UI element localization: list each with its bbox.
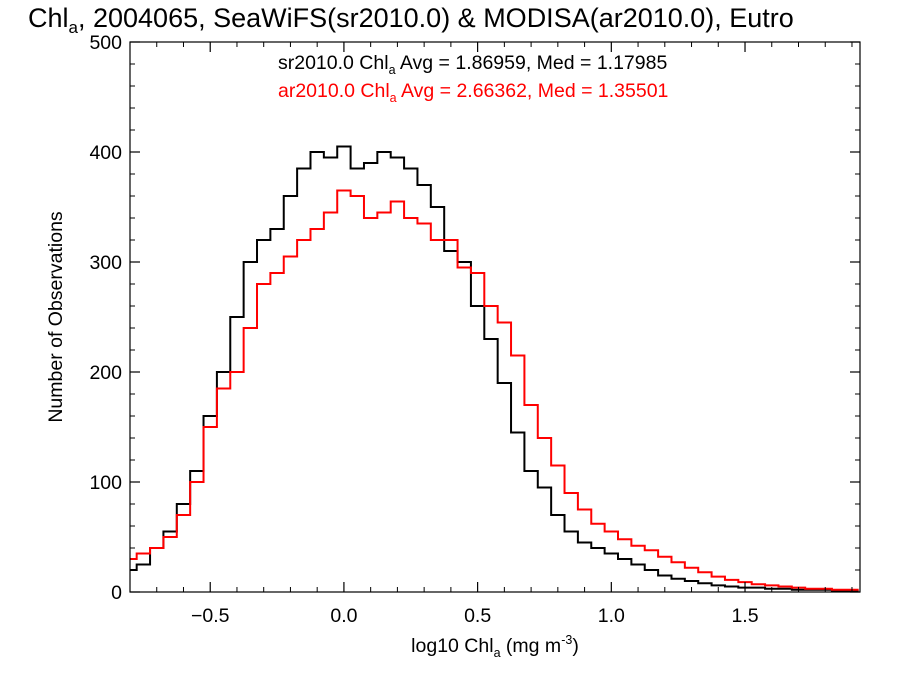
x-tick-label: 0.0 <box>330 605 357 627</box>
x-tick-label: 1.0 <box>598 605 625 627</box>
tick-labels-layer: −0.5 0.0 0.5 1.0 1.5 0 100 200 300 400 500 <box>89 32 758 627</box>
series-line-0 <box>130 145 859 592</box>
annotation-sr2010: sr2010.0 Chla Avg = 1.86959, Med = 1.179… <box>278 52 667 77</box>
y-tick-label: 200 <box>89 362 122 384</box>
y-tick-label: 500 <box>89 32 122 54</box>
annotation-ar2010: ar2010.0 Chla Avg = 2.66362, Med = 1.355… <box>278 80 668 105</box>
y-tick-label: 300 <box>89 252 122 274</box>
x-tick-label: 0.5 <box>464 605 491 627</box>
chart-title: Chla, 2004065, SeaWiFS(sr2010.0) & MODIS… <box>28 3 794 37</box>
series-line-1 <box>130 189 859 591</box>
y-tick-label: 0 <box>111 582 122 604</box>
x-tick-label: −0.5 <box>191 605 230 627</box>
y-tick-label: 400 <box>89 142 122 164</box>
x-axis-label: log10 Chla (mg m-3) <box>411 633 579 660</box>
x-tick-label: 1.5 <box>731 605 758 627</box>
plot-frame <box>129 41 861 593</box>
ticks-layer <box>129 41 860 593</box>
y-tick-label: 100 <box>89 472 122 494</box>
series-layer <box>130 145 859 592</box>
y-axis-label: Number of Observations <box>45 211 67 423</box>
